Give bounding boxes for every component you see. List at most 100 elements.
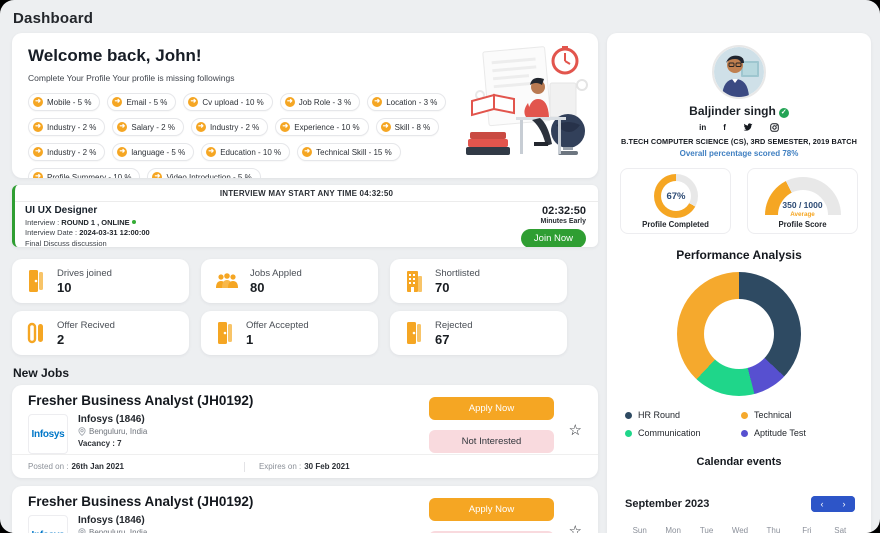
profile-completed-label: Profile Completed [642, 220, 709, 229]
profile-chip[interactable]: ➜ Mobile - 5 % [28, 93, 101, 111]
profile-chip[interactable]: ➜ Experience - 10 % [275, 118, 369, 136]
twitter-icon[interactable] [743, 122, 753, 132]
interview-date: Interview Date : 2024-03-31 12:00:00 [25, 228, 150, 237]
join-now-button[interactable]: Join Now [520, 229, 586, 247]
profile-chip[interactable]: ➜ Job Role - 3 % [279, 93, 361, 111]
legend-item-communication: Communication [625, 428, 741, 438]
interview-note: Final Discuss discussion [25, 238, 107, 248]
arrow-circle-icon: ➜ [206, 147, 217, 157]
job-title: Fresher Business Analyst (JH0192) [28, 494, 254, 509]
main-column: Welcome back, John! Complete Your Profil… [12, 33, 598, 533]
profile-chip[interactable]: ➜ Industry - 2 % [190, 118, 269, 136]
stat-card-jobs-applied[interactable]: Jobs Appled 80 [201, 259, 378, 303]
arrow-circle-icon: ➜ [117, 147, 128, 157]
facebook-icon[interactable]: f [723, 122, 726, 132]
interview-details: UI UX Designer Interview : ROUND 1 , ONL… [25, 205, 150, 247]
job-card-footer: Posted on :26th Jan 2021 Expires on :30 … [12, 454, 598, 478]
legend-dot [741, 411, 748, 419]
job-card: Fresher Business Analyst (JH0192) Infosy… [12, 385, 598, 478]
not-interested-button[interactable]: Not Interested [429, 430, 554, 453]
arrow-circle-icon: ➜ [284, 97, 295, 107]
performance-analysis-heading: Performance Analysis [676, 248, 802, 262]
calendar-month-label: September 2023 [625, 498, 710, 510]
profile-completed-gauge: 67% Profile Completed [620, 168, 731, 234]
profile-chip[interactable]: ➜ Video Introduction - 5 % [147, 168, 261, 178]
open-book-icon [471, 93, 515, 117]
profile-score-gauge: 350 / 1000 Average Profile Score [747, 168, 858, 234]
location-pin-icon [78, 427, 86, 436]
profile-completed-value: 67% [666, 190, 686, 202]
linkedin-icon[interactable]: in [699, 122, 707, 132]
profile-chip[interactable]: ➜ Education - 10 % [201, 143, 291, 161]
company-name: Infosys (1846) [78, 414, 145, 425]
instagram-icon[interactable] [770, 122, 779, 132]
profile-chip[interactable]: ➜ Industry - 2 % [28, 118, 106, 136]
profile-chip[interactable]: ➜ Technical Skill - 15 % [297, 143, 401, 161]
arrow-circle-icon: ➜ [33, 122, 43, 132]
overall-percentage-link[interactable]: Overall percentage scored 78% [679, 149, 799, 158]
profile-chip[interactable]: ➜ Email - 5 % [107, 93, 177, 111]
stat-card-drives-joined[interactable]: Drives joined 10 [12, 259, 189, 303]
interview-job-title: UI UX Designer [25, 205, 98, 216]
study-illustration [466, 46, 588, 155]
job-title: Fresher Business Analyst (JH0192) [28, 393, 254, 408]
profile-chip[interactable]: ➜ Profile Summery - 10 % [28, 168, 141, 178]
arrow-circle-icon: ➜ [380, 122, 391, 132]
stat-card-shortlisted[interactable]: Shortlisted 70 [390, 259, 567, 303]
performance-donut-chart [677, 272, 801, 396]
chart-legend: HR Round Technical Communication Aptitud… [625, 410, 857, 438]
profile-chip[interactable]: ➜ Location - 3 % [367, 93, 447, 111]
profile-chip[interactable]: ➜ Skill - 8 % [375, 118, 440, 136]
arrow-circle-icon: ➜ [152, 172, 163, 178]
arrow-circle-icon: ➜ [117, 122, 128, 132]
location-pin-icon [78, 528, 86, 533]
users-icon [216, 273, 238, 288]
profile-chip[interactable]: ➜ Cv upload - 10 % [183, 93, 273, 111]
verified-badge-icon: ✓ [778, 108, 789, 118]
footer-divider [243, 461, 245, 472]
company-name: Infosys (1846) [78, 515, 145, 526]
stat-card-offer-received[interactable]: Offer Recived 2 [12, 311, 189, 355]
calendar-events-heading: Calendar events [696, 456, 782, 468]
job-card: Fresher Business Analyst (JH0192) Infosy… [12, 486, 598, 533]
profile-chip[interactable]: ➜ Salary - 2 % [112, 118, 184, 136]
job-vacancy: Vacancy : 7 [78, 439, 122, 448]
interview-timer-block: 02:32:50 Minutes Early Join Now [520, 205, 586, 247]
stats-grid: Drives joined 10 Jobs Appled 80 Shortliste… [12, 259, 598, 355]
arrow-circle-icon: ➜ [195, 122, 206, 132]
stat-card-offer-accepted[interactable]: Offer Accepted 1 [201, 311, 378, 355]
calendar-next-button[interactable]: › [833, 496, 855, 512]
building-icon [407, 271, 422, 292]
not-interested-button[interactable]: Not Interested [429, 531, 554, 533]
arrow-circle-icon: ➜ [372, 97, 383, 107]
bookmark-star-icon[interactable]: ☆ [568, 523, 582, 533]
stat-card-rejected[interactable]: Rejected 67 [390, 311, 567, 355]
door-icon [218, 322, 232, 344]
job-location: Benguluru, India [78, 528, 147, 533]
bookmark-star-icon[interactable]: ☆ [568, 422, 582, 439]
profile-chip[interactable]: ➜ Industry - 2 % [28, 143, 106, 161]
calendar-prev-button[interactable]: ‹ [811, 496, 833, 512]
legend-item-technical: Technical [741, 410, 857, 420]
timer-caption: Minutes Early [540, 218, 586, 225]
profile-name: Baljinder singh ✓ [619, 104, 859, 118]
pillars-icon [27, 322, 43, 344]
profile-chip[interactable]: ➜ language - 5 % [112, 143, 195, 161]
social-links: in f [619, 122, 859, 132]
legend-dot [625, 429, 632, 437]
avatar[interactable] [712, 45, 766, 99]
legend-dot [741, 429, 748, 437]
interview-banner: INTERVIEW MAY START ANY TIME 04:32:50 UI… [12, 185, 598, 247]
company-logo: Infosys [28, 515, 68, 533]
arrow-circle-icon: ➜ [280, 122, 291, 132]
legend-item-hr-round: HR Round [625, 410, 741, 420]
job-location: Benguluru, India [78, 427, 147, 436]
profile-score-label: Profile Score [778, 220, 827, 229]
apply-now-button[interactable]: Apply Now [429, 498, 554, 521]
books-stack-icon [466, 132, 510, 155]
apply-now-button[interactable]: Apply Now [429, 397, 554, 420]
profile-education: B.TECH COMPUTER SCIENCE (CS), 3RD SEMEST… [621, 137, 857, 146]
countdown-timer: 02:32:50 [541, 205, 586, 217]
arrow-circle-icon: ➜ [302, 147, 313, 157]
